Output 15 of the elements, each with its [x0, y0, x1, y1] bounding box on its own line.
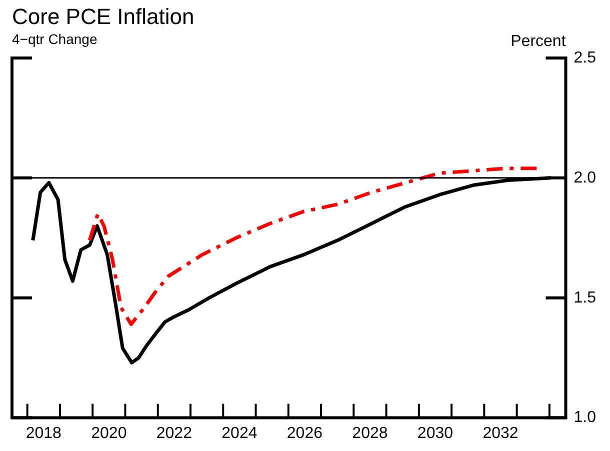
x-tick-label: 2028: [352, 424, 388, 442]
chart-title: Core PCE Inflation: [12, 4, 194, 29]
y-axis-title: Percent: [510, 33, 566, 50]
x-tick-label: 2020: [91, 424, 127, 442]
x-tick-label: 2018: [26, 424, 62, 442]
x-tick-label: 2030: [417, 424, 454, 442]
y-tick-label: 2.5: [574, 49, 596, 66]
y-tick-label: 2.0: [574, 169, 596, 186]
x-tick-label: 2022: [156, 424, 192, 442]
y-tick-label: 1.5: [574, 289, 596, 306]
chart-subtitle: 4−qtr Change: [12, 31, 98, 47]
y-tick-label: 1.0: [574, 409, 596, 426]
x-tick-label: 2026: [286, 424, 323, 442]
x-tick-label: 2024: [222, 424, 258, 442]
x-tick-label: 2032: [482, 424, 518, 442]
